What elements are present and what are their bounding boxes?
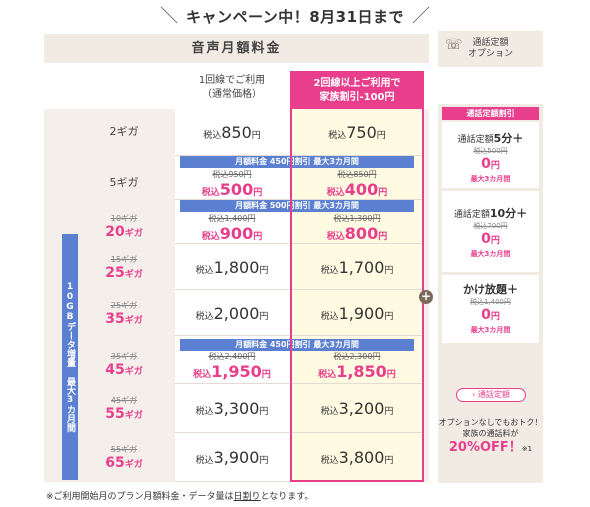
call-option-button[interactable]: › 通話定額 [456,388,526,402]
family-call-promo: オプションなしでもおトク！ 家族の通話料が 20%OFF！※1 [438,418,543,455]
phone-icon: ☏ [445,37,463,53]
plan-gb-label: 25ギガ 35ギガ [105,301,143,327]
family-price: 税込3,200円 [320,399,394,418]
table-row: 15ギガ 25ギガ 税込1,800円 税込1,700円 [44,244,429,290]
discount-strip: 月額料金 500円割引 最大3カ月間 [180,200,414,212]
family-price: 税込3,800円 [320,448,394,467]
single-price: 税込1,800円 [195,258,269,277]
data-bonus-bar: 10GBデータ増量 最大3カ月間 [62,234,78,480]
discount-strip: 月額料金 450円割引 最大3カ月間 [180,339,414,351]
family-price: 税込1,900円 [320,304,394,323]
family-price: 税込1,300円 税込800円 [326,214,388,243]
single-price: 税込1,400円 税込900円 [201,214,263,243]
option-card-unlimited: かけ放題＋ 税込1,400円 0円 最大3カ月間 [442,275,539,343]
slash-right-icon: ／ [412,6,431,27]
plan-gb-label: 45ギガ 55ギガ [105,396,143,422]
col-header-family: 2回線以上ご利用で 家族割引-100円 [292,71,422,114]
option-discount-title: 通話定額割引 [442,107,539,120]
price-table: 音声月額料金 1回線でご利用 （通常価格） 2回線以上ご利用で 家族割引-100… [44,34,429,482]
plan-gb-label: 55ギガ 65ギガ [105,445,143,471]
family-price: 税込850円 税込400円 [326,170,388,199]
option-card-10min: 通話定額10分＋ 税込700円 0円 最大3カ月間 [442,191,539,272]
table-title: 音声月額料金 [44,34,429,63]
single-price: 税込850円 [203,123,261,142]
plan-gb-label: 2ギガ [109,125,139,138]
option-card-5min: 通話定額5分＋ 税込500円 0円 最大3カ月間 [442,122,539,188]
footnote: ※ご利用開始月のプラン月額料金・データ量は日割りとなります。 [46,492,314,502]
family-price: 税込2,300円 税込1,850円 [318,352,396,381]
family-price: 税込750円 [328,123,386,142]
option-header: ☏ 通話定額 オプション [438,31,543,67]
plan-gb-label: 10ギガ 20ギガ [105,214,143,240]
single-price: 税込950円 税込500円 [201,170,263,199]
single-price: 税込2,000円 [195,304,269,323]
campaign-banner: ＼ キャンペーン中！8月31日まで ／ [0,2,590,30]
single-price: 税込3,900円 [195,448,269,467]
plan-gb-label: 5ギガ [109,176,139,189]
single-price: 税込2,400円 税込1,950円 [193,352,271,381]
plan-gb-label: 35ギガ 45ギガ [105,352,143,378]
table-row: 45ギガ 55ギガ 税込3,300円 税込3,200円 [44,384,429,433]
plan-gb-label: 15ギガ 25ギガ [105,255,143,281]
family-price: 税込1,700円 [320,258,394,277]
table-row: 55ギガ 65ギガ 税込3,900円 税込3,800円 [44,433,429,482]
plus-icon: + [419,289,433,304]
campaign-text: キャンペーン中！8月31日まで [185,8,405,26]
table-row: 2ギガ 税込850円 税込750円 [44,109,429,156]
call-option-panel: ☏ 通話定額 オプション 通話定額割引 通話定額5分＋ 税込500円 0円 最大… [438,31,543,483]
col-header-single: 1回線でご利用 （通常価格） [198,75,266,100]
single-price: 税込3,300円 [195,399,269,418]
discount-strip: 月額料金 450円割引 最大3カ月間 [180,156,414,168]
table-row: 25ギガ 35ギガ 税込2,000円 税込1,900円 [44,290,429,336]
slash-left-icon: ＼ [159,6,178,27]
